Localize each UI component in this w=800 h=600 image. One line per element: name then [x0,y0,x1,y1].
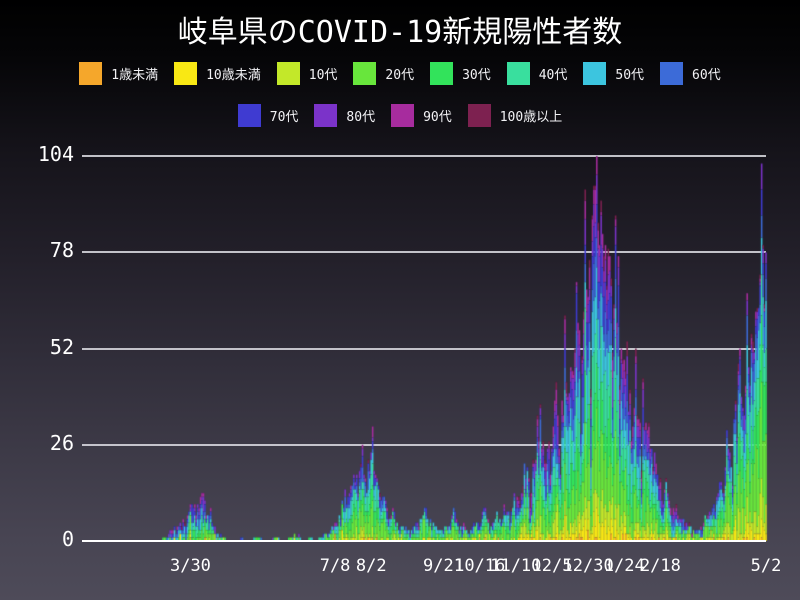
gridline-0 [82,540,766,542]
